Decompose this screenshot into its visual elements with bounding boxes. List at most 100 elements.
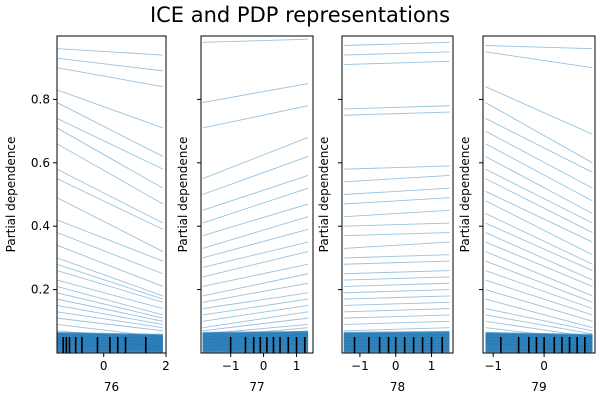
ice-curve <box>57 143 164 205</box>
ice-curve <box>343 41 450 46</box>
ice-curve <box>57 89 164 129</box>
ice-curve <box>343 51 450 56</box>
y-axis-label: Partial dependence <box>176 137 190 253</box>
ice-curve <box>485 241 593 287</box>
x-tick-label: 1 <box>293 359 301 373</box>
ice-curve <box>57 324 163 338</box>
ice-curve <box>202 273 309 297</box>
panel-78: −1 0 1 78 Partial dependence <box>317 35 454 394</box>
ice-curve <box>485 200 593 256</box>
ice-curve <box>343 165 450 170</box>
ice-curve <box>57 263 164 300</box>
y-axis-label: Partial dependence <box>4 137 18 253</box>
panel-79: −1 0 79 Partial dependence <box>458 35 596 394</box>
ice-curve <box>343 327 450 332</box>
ice-curve <box>343 270 450 275</box>
ice-curve <box>57 48 163 56</box>
ice-curve <box>57 257 164 297</box>
plot-area <box>202 38 309 353</box>
ice-curve <box>57 197 164 252</box>
ice-curve <box>485 51 593 69</box>
ice-curve <box>202 187 309 224</box>
ice-curve <box>57 67 163 88</box>
chart-title: ICE and PDP representations <box>150 3 450 27</box>
ice-curve <box>343 295 450 300</box>
ice-curve <box>343 187 450 195</box>
ice-curve <box>202 324 309 335</box>
ice-curve <box>57 311 163 329</box>
ice-curve <box>202 216 309 249</box>
ice-curve <box>485 343 593 351</box>
ice-curve <box>343 111 450 116</box>
ice-curve <box>485 143 593 202</box>
x-tick-label: −1 <box>222 359 240 373</box>
ice-curve <box>202 263 309 287</box>
ice-curve-dense <box>202 330 309 334</box>
x-axis-label: 76 <box>104 380 119 394</box>
ice-curve <box>202 305 309 322</box>
x-tick-label: 1 <box>428 359 436 373</box>
ice-curve <box>343 276 450 281</box>
ice-curve-dense <box>343 330 450 334</box>
ice-curve <box>485 333 593 344</box>
ice-curve <box>485 190 593 243</box>
ice-curve <box>485 314 593 335</box>
y-tick-label: 0.6 <box>31 156 50 170</box>
ice-curve <box>485 308 593 332</box>
ice-curve <box>202 156 309 195</box>
ice-curve <box>202 203 309 237</box>
y-axis-label: Partial dependence <box>317 137 331 253</box>
ice-curve <box>57 118 164 170</box>
ice-curve <box>202 311 309 329</box>
ice-curve <box>485 289 593 322</box>
y-tick-label: 0.2 <box>31 283 50 297</box>
ice-curve <box>485 339 593 348</box>
ice-curve <box>485 327 593 341</box>
x-tick-label: 2 <box>162 359 170 373</box>
ice-curve <box>202 330 309 341</box>
ice-curve <box>202 333 309 344</box>
y-tick-label: 0.4 <box>31 219 50 233</box>
ice-curve <box>343 241 450 249</box>
panels: 0.2 0.4 0.6 0.8 0 2 76 Partial dependence −1 0 1 77… <box>4 35 596 394</box>
ice-curve <box>57 102 164 157</box>
x-tick-label: 0 <box>540 359 548 373</box>
x-axis-label: 78 <box>390 380 405 394</box>
dense-curve-band <box>485 331 593 353</box>
ice-curve <box>202 336 309 348</box>
panel-77: −1 0 1 77 Partial dependence <box>176 35 314 394</box>
ice-curve <box>202 228 309 259</box>
ice-curve <box>485 102 593 164</box>
ice-curve <box>202 327 309 338</box>
ice-curve <box>202 298 309 316</box>
dense-curve-band <box>202 330 309 353</box>
ice-curve <box>57 285 164 316</box>
ice-curve <box>57 127 164 189</box>
x-tick-label: −1 <box>351 359 369 373</box>
ice-curve <box>343 105 450 110</box>
y-axis-label: Partial dependence <box>458 137 472 253</box>
ice-curve <box>202 38 309 43</box>
ice-curve <box>485 118 593 173</box>
ice-curve <box>202 175 309 211</box>
ice-curve <box>485 45 593 50</box>
x-tick-label: 0 <box>260 359 268 373</box>
plot-area <box>57 48 164 353</box>
ice-curve <box>202 105 309 129</box>
panel-76: 0.2 0.4 0.6 0.8 0 2 76 Partial dependence <box>4 35 170 394</box>
ice-curve <box>485 168 593 224</box>
ice-curve <box>202 83 309 104</box>
x-tick-label: 0 <box>392 359 400 373</box>
ice-curve <box>57 178 164 230</box>
ice-curve <box>485 178 593 233</box>
axes-frame <box>482 35 596 354</box>
ice-curve-dense <box>57 331 163 336</box>
ice-curve <box>343 222 450 227</box>
ice-curve <box>202 137 309 180</box>
ice-curve <box>57 292 163 319</box>
ice-curve <box>202 343 309 351</box>
ice-curve <box>485 232 593 281</box>
ice-curve <box>343 60 450 65</box>
ice-curve <box>57 168 164 224</box>
ice-curve <box>343 260 450 265</box>
